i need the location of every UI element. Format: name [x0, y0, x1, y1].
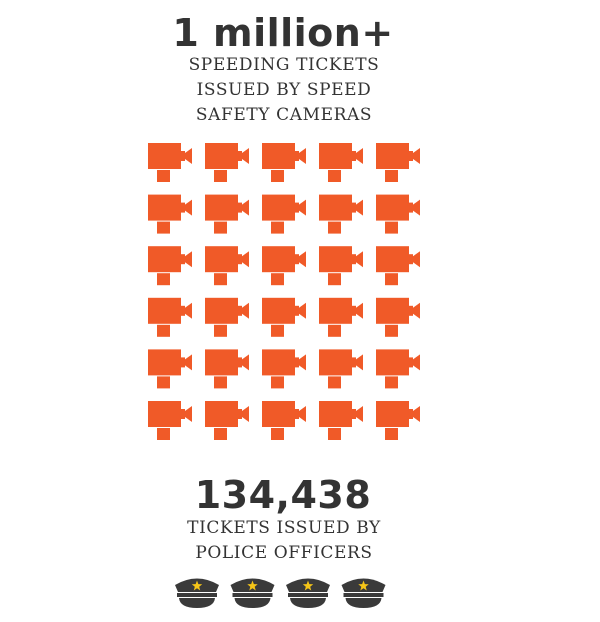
police-hat-icon	[175, 578, 219, 608]
police-hat-icon	[341, 578, 386, 608]
caption-line: ISSUED BY SPEED	[196, 80, 372, 100]
speed-camera-icon	[205, 401, 249, 440]
police-hat-icon	[286, 578, 330, 608]
speed-camera-icon	[148, 246, 192, 286]
speed-camera-icon	[376, 297, 420, 337]
speed-camera-icon	[262, 246, 306, 286]
speed-camera-icon	[262, 349, 306, 389]
speed-camera-icon	[319, 349, 363, 389]
officers-stat-caption: TICKETS ISSUED BY POLICE OFFICERS	[0, 516, 568, 566]
speed-camera-icon	[376, 194, 420, 234]
speed-camera-icon	[205, 194, 249, 234]
caption-line: SAFETY CAMERAS	[195, 105, 373, 125]
officers-stat-value: 134,438	[194, 473, 372, 517]
cameras-stat-value: 1 million+	[172, 11, 394, 55]
speed-camera-icon	[376, 246, 420, 286]
speed-camera-icon	[262, 194, 306, 234]
speed-camera-icon	[205, 349, 249, 389]
speed-camera-icon	[148, 349, 192, 389]
speed-camera-icon	[205, 143, 249, 182]
speed-camera-icon	[319, 143, 363, 182]
speed-camera-icon	[319, 194, 363, 234]
caption-line: POLICE OFFICERS	[195, 543, 373, 563]
speed-camera-icon	[148, 297, 192, 337]
speed-camera-icon	[376, 143, 420, 182]
speed-camera-icon	[376, 401, 420, 440]
police-hat-icon	[230, 578, 275, 608]
speed-camera-icon	[376, 349, 420, 389]
speed-camera-icon	[319, 401, 363, 440]
speed-camera-icon	[262, 401, 306, 440]
speed-camera-icon	[148, 194, 192, 234]
caption-line: TICKETS ISSUED BY	[187, 518, 381, 538]
cameras-stat-caption: SPEEDING TICKETS ISSUED BY SPEED SAFETY …	[0, 53, 568, 128]
speed-camera-icon	[148, 401, 192, 440]
speed-camera-icon	[319, 246, 363, 286]
speed-camera-icon	[148, 143, 192, 182]
speed-camera-icon	[262, 143, 306, 182]
speed-camera-icon	[319, 297, 363, 337]
speed-camera-icon	[205, 246, 249, 286]
speed-camera-icon	[262, 297, 306, 337]
speed-camera-icon	[205, 297, 249, 337]
caption-line: SPEEDING TICKETS	[188, 55, 380, 75]
